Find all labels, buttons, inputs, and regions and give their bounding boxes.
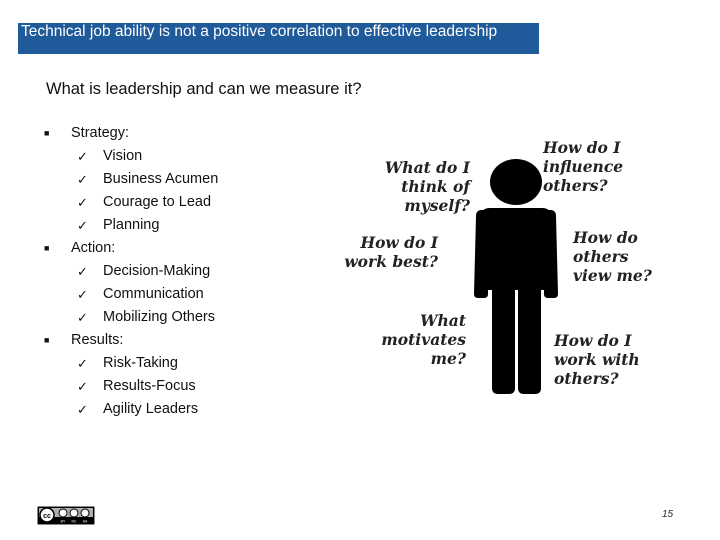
check-item-label: Business Acumen xyxy=(103,171,219,187)
person-figure-diagram: What do I think of myself? How do I infl… xyxy=(334,130,674,400)
check-item-label: Results-Focus xyxy=(103,378,196,394)
slide-subtitle: What is leadership and can we measure it… xyxy=(46,80,362,98)
check-item: ✓ Results-Focus xyxy=(44,375,344,398)
bullet-item-results: ■ Results: xyxy=(44,329,344,352)
check-item-label: Communication xyxy=(103,286,204,302)
check-item-label: Planning xyxy=(103,217,160,233)
cc-term-by: BY xyxy=(61,520,66,524)
slide-title-bar: Technical job ability is not a positive … xyxy=(18,23,539,54)
check-item-label: Decision-Making xyxy=(103,263,211,279)
square-bullet-icon: ■ xyxy=(44,243,50,253)
checkmark-icon: ✓ xyxy=(77,264,88,279)
cc-term-nc: NC xyxy=(71,520,77,524)
check-item-label: Agility Leaders xyxy=(103,401,199,417)
checkmark-icon: ✓ xyxy=(77,310,88,325)
page-number: 15 xyxy=(662,509,674,520)
question-work-with-others: How do I work with others? xyxy=(554,331,640,388)
square-bullet-icon: ■ xyxy=(44,335,50,345)
bullet-label: Results: xyxy=(71,332,124,348)
slide-title: Technical job ability is not a positive … xyxy=(21,23,498,40)
bullet-label: Action: xyxy=(71,240,116,256)
square-bullet-icon: ■ xyxy=(44,128,50,138)
bullet-item-strategy: ■ Strategy: xyxy=(44,122,344,145)
bullet-label: Strategy: xyxy=(71,125,130,141)
check-item: ✓ Mobilizing Others xyxy=(44,306,344,329)
check-item-label: Courage to Lead xyxy=(103,194,212,210)
checkmark-icon: ✓ xyxy=(77,218,88,233)
check-item: ✓ Business Acumen xyxy=(44,168,344,191)
check-item: ✓ Vision xyxy=(44,145,344,168)
checkmark-icon: ✓ xyxy=(77,356,88,371)
check-item: ✓ Courage to Lead xyxy=(44,191,344,214)
cc-term-sa: SA xyxy=(83,520,88,524)
checkmark-icon: ✓ xyxy=(77,149,88,164)
check-item: ✓ Decision-Making xyxy=(44,260,344,283)
checkmark-icon: ✓ xyxy=(77,287,88,302)
question-motivates-me: What motivates me? xyxy=(381,311,466,368)
question-others-view-me: How do others view me? xyxy=(573,228,652,285)
checkmark-icon: ✓ xyxy=(77,195,88,210)
check-item: ✓ Agility Leaders xyxy=(44,398,344,421)
checkmark-icon: ✓ xyxy=(77,402,88,417)
cc-by-nc-sa-icon: cc BY NC SA xyxy=(38,507,94,524)
check-item-label: Risk-Taking xyxy=(103,355,178,371)
checkmark-icon: ✓ xyxy=(77,172,88,187)
check-item: ✓ Risk-Taking xyxy=(44,352,344,375)
bullet-item-action: ■ Action: xyxy=(44,237,344,260)
question-think-of-myself: What do I think of myself? xyxy=(384,158,470,215)
check-item-label: Mobilizing Others xyxy=(103,309,216,325)
question-influence-others: How do I influence others? xyxy=(543,138,624,195)
check-item: ✓ Communication xyxy=(44,283,344,306)
check-item: ✓ Planning xyxy=(44,214,344,237)
cc-letters: cc xyxy=(43,513,51,520)
creative-commons-license-badge: cc BY NC SA xyxy=(37,506,95,525)
checkmark-icon: ✓ xyxy=(77,379,88,394)
question-work-best: How do I work best? xyxy=(344,233,438,271)
person-silhouette-icon xyxy=(474,159,558,394)
bullet-outline: ■ Strategy: ✓ Vision ✓ Business Acumen ✓ Co… xyxy=(44,122,344,421)
check-item-label: Vision xyxy=(103,148,143,164)
